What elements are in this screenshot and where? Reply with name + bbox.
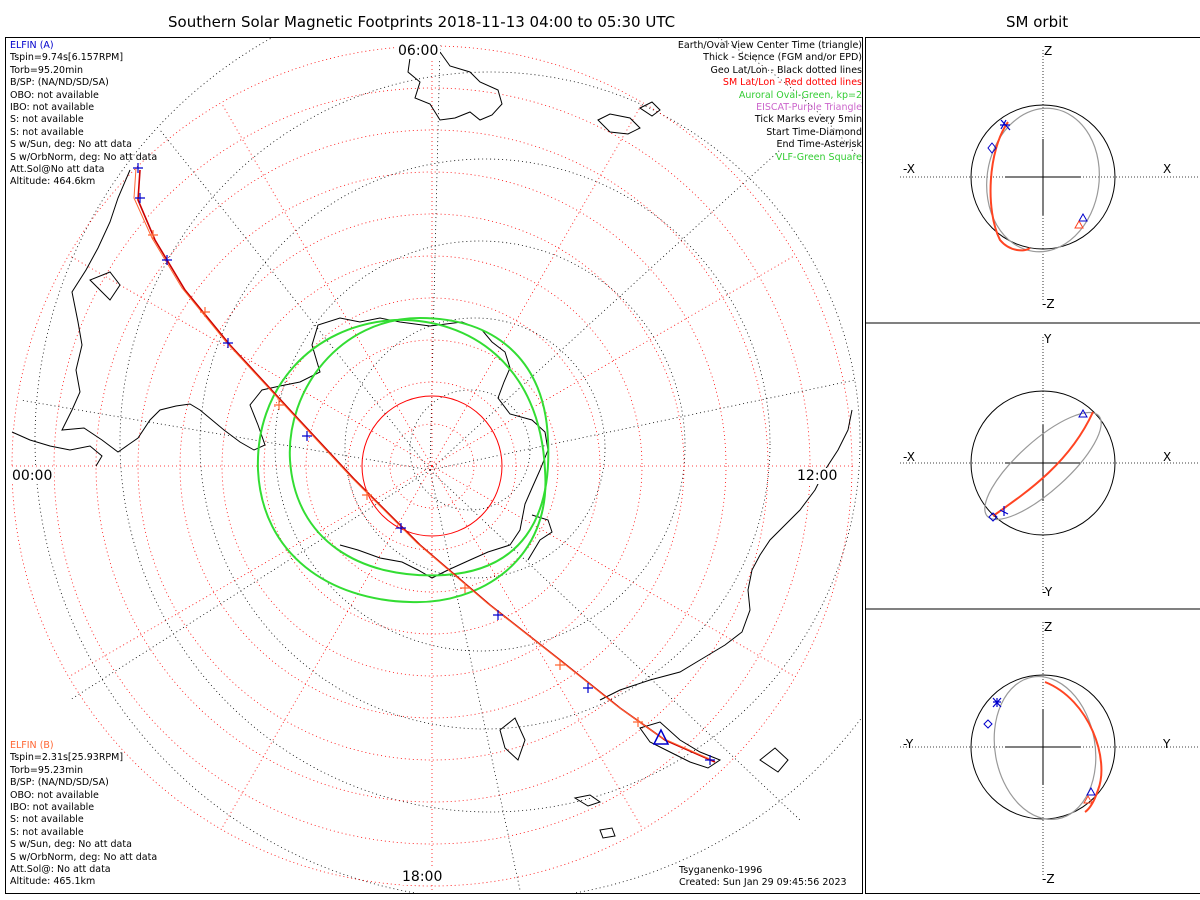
elfin-a-line: S w/Sun, deg: No att data [10,139,132,151]
legend-item: Tick Marks every 5min [754,114,862,126]
model-name: Tsyganenko-1996 [679,865,763,876]
sm-grid [11,45,856,890]
elfin-b-line: IBO: not available [10,802,95,814]
legend-item: VLF-Green Square [775,151,862,163]
elfin-a-line: Att.Sol@No att data [10,164,105,176]
legend-item: Start Time-Diamond [766,126,862,138]
elfin-a-line: Torb=95.20min [10,64,84,76]
created-timestamp: Created: Sun Jan 29 09:45:56 2023 [679,877,847,889]
elfin-a-info: ELFIN (A) Tspin=9.74s[6.157RPM] Torb=95.… [10,40,157,189]
view-center-triangle [652,728,670,745]
legend-item: Auroral Oval-Green, kp=2 [738,89,862,101]
elfin-b-track [133,167,713,761]
orbit-panel-yz [900,622,1198,876]
plot-title: Southern Solar Magnetic Footprints 2018-… [168,13,676,31]
panel1-left-label: -X [903,162,915,176]
panel3-top-label: Z [1044,620,1053,634]
elfin-a-line: Altitude: 464.6km [10,176,96,188]
panel3-left-label: -Y [903,737,914,751]
elfin-a-line: S w/OrbNorm, deg: No att data [10,151,158,163]
hour-label-left: 00:00 [10,468,55,484]
elfin-a-line: Tspin=9.74s[6.157RPM] [10,52,124,64]
elfin-b-line: Att.Sol@: No att data [10,864,111,876]
elfin-a-line: OBO: not available [10,89,99,101]
panel1-right-label: X [1163,162,1172,176]
legend: Earth/Oval View Center Time (triangle) T… [678,40,862,164]
panel3-right-label: Y [1163,737,1171,751]
panel1-bottom-label: -Z [1042,297,1055,311]
elfin-b-line: Altitude: 465.1km [10,876,96,888]
elfin-b-line: S w/Sun, deg: No att data [10,839,132,851]
elfin-a-line: S: not available [10,114,84,126]
panel1-top-label: Z [1044,44,1053,58]
panel2-right-label: X [1163,450,1172,464]
orbit-panels-frame [865,37,1200,894]
hour-label-right: 12:00 [795,468,840,484]
auroral-oval [256,316,550,604]
elfin-b-line: S: not available [10,814,84,826]
elfin-b-ticks [148,230,643,727]
footer: Tsyganenko-1996 Created: Sun Jan 29 09:4… [679,865,847,890]
legend-item: Geo Lat/Lon - Black dotted lines [710,64,862,76]
hour-label-top: 06:00 [396,43,441,59]
panel3-bottom-label: -Z [1042,872,1055,886]
elfin-b-line: Tspin=2.31s[25.93RPM] [10,752,124,764]
elfin-a-name: ELFIN (A) [10,40,54,51]
elfin-b-name: ELFIN (B) [10,740,54,751]
elfin-b-line: S: not available [10,826,84,838]
sm-orbit-title: SM orbit [1006,13,1069,31]
elfin-b-line: S w/OrbNorm, deg: No att data [10,851,158,863]
elfin-b-info: ELFIN (B) Tspin=2.31s[25.93RPM] Torb=95.… [10,740,157,889]
legend-item: Earth/Oval View Center Time (triangle) [677,40,862,51]
footprint-map-frame [5,37,863,894]
orbit-panel-xz [900,50,1198,302]
legend-item: EISCAT-Purple Triangle [756,102,862,114]
panel2-left-label: -X [903,450,915,464]
legend-item: SM Lat/Lon - Red dotted lines [722,77,862,89]
legend-item: End Time-Asterisk [776,139,862,151]
elfin-a-ticks [133,163,715,765]
hour-label-bottom: 18:00 [400,869,445,885]
panel2-top-label: Y [1044,332,1052,346]
elfin-a-line: S: not available [10,126,84,138]
elfin-b-line: Torb=95.23min [10,764,84,776]
panel2-bottom-label: -Y [1042,585,1053,599]
elfin-b-line: OBO: not available [10,789,99,801]
elfin-b-line: B/SP: (NA/ND/SD/SA) [10,777,109,789]
elfin-a-line: B/SP: (NA/ND/SD/SA) [10,77,109,89]
legend-item: Thick - Science (FGM and/or EPD) [703,52,862,64]
elfin-a-line: IBO: not available [10,102,95,114]
orbit-panel-xy [900,337,1198,590]
